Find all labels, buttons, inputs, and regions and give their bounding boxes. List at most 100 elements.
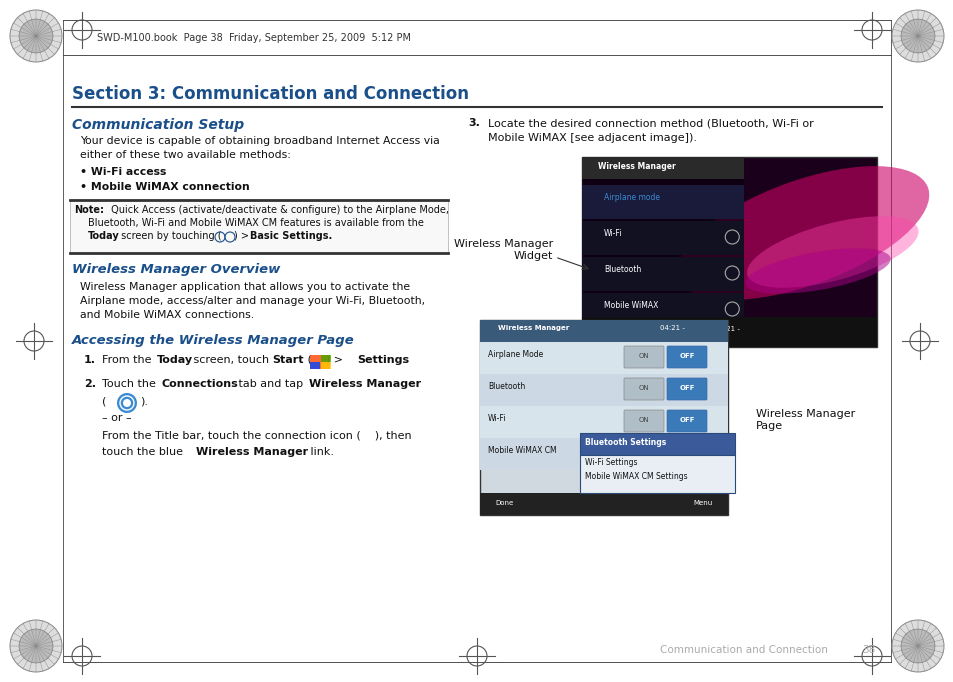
FancyBboxPatch shape [310, 362, 319, 369]
Text: Done: Done [496, 500, 514, 506]
Text: Wi-Fi: Wi-Fi [603, 229, 622, 238]
Text: • Mobile WiMAX connection: • Mobile WiMAX connection [80, 182, 250, 192]
FancyBboxPatch shape [320, 355, 331, 362]
Text: Mobile WiMAX CM Settings: Mobile WiMAX CM Settings [584, 472, 687, 481]
Text: (    ) >: ( ) > [304, 355, 346, 365]
Text: Section 3: Communication and Connection: Section 3: Communication and Connection [71, 85, 469, 103]
Text: 38: 38 [861, 645, 874, 655]
Text: either of these two available methods:: either of these two available methods: [80, 150, 291, 160]
Text: link.: link. [307, 447, 334, 457]
FancyBboxPatch shape [479, 374, 727, 406]
Text: From the Title bar, touch the connection icon (    ), then: From the Title bar, touch the connection… [102, 430, 411, 440]
Text: From the: From the [102, 355, 154, 365]
FancyBboxPatch shape [479, 406, 727, 438]
FancyBboxPatch shape [581, 221, 743, 255]
FancyBboxPatch shape [623, 378, 663, 400]
Text: ON: ON [638, 385, 649, 391]
Text: OFF: OFF [679, 385, 694, 391]
Circle shape [10, 10, 62, 62]
Ellipse shape [744, 248, 890, 294]
Text: Settings: Settings [356, 355, 409, 365]
Circle shape [891, 620, 943, 672]
Text: and Mobile WiMAX connections.: and Mobile WiMAX connections. [80, 310, 253, 320]
Text: 2.: 2. [84, 379, 96, 389]
Text: Bluetooth: Bluetooth [488, 382, 525, 391]
Text: (: ( [102, 396, 107, 406]
Text: Airplane mode, access/alter and manage your Wi-Fi, Bluetooth,: Airplane mode, access/alter and manage y… [80, 296, 425, 306]
FancyBboxPatch shape [479, 320, 727, 515]
FancyBboxPatch shape [623, 410, 663, 432]
Text: Wireless Manager
Page: Wireless Manager Page [755, 409, 854, 431]
Text: Locate the desired connection method (Bluetooth, Wi-Fi or: Locate the desired connection method (Bl… [488, 118, 813, 128]
Text: Connections: Connections [162, 379, 238, 389]
Text: Bluetooth: Bluetooth [603, 265, 640, 274]
Text: Airplane mode: Airplane mode [603, 193, 659, 202]
FancyBboxPatch shape [666, 410, 706, 432]
FancyBboxPatch shape [666, 346, 706, 368]
FancyBboxPatch shape [310, 355, 330, 369]
Text: Accessing the Wireless Manager Page: Accessing the Wireless Manager Page [71, 334, 355, 347]
Text: 3.: 3. [468, 118, 479, 128]
Circle shape [901, 19, 934, 53]
FancyBboxPatch shape [623, 346, 663, 368]
Text: OFF: OFF [679, 417, 694, 423]
Text: ON: ON [638, 353, 649, 359]
FancyBboxPatch shape [479, 493, 727, 515]
Circle shape [19, 629, 52, 663]
FancyBboxPatch shape [579, 455, 734, 493]
FancyBboxPatch shape [581, 185, 743, 219]
FancyBboxPatch shape [479, 320, 727, 342]
Text: 04:21 -: 04:21 - [659, 325, 684, 331]
Text: Wireless Manager application that allows you to activate the: Wireless Manager application that allows… [80, 282, 410, 292]
Circle shape [10, 620, 62, 672]
Circle shape [19, 19, 52, 53]
FancyBboxPatch shape [581, 157, 876, 347]
FancyBboxPatch shape [581, 157, 743, 347]
FancyBboxPatch shape [320, 362, 331, 369]
Text: screen by touching (: screen by touching ( [118, 231, 221, 241]
Text: Wireless Manager: Wireless Manager [497, 325, 569, 331]
FancyBboxPatch shape [70, 200, 448, 253]
Text: Basic Settings.: Basic Settings. [250, 231, 332, 241]
Text: Start: Start [272, 355, 303, 365]
Text: OFF: OFF [679, 353, 694, 359]
Text: Mobile WiMAX: Mobile WiMAX [603, 301, 658, 310]
Text: Airplane Mode: Airplane Mode [488, 350, 542, 359]
FancyBboxPatch shape [581, 157, 743, 179]
Text: Today: Today [157, 355, 193, 365]
FancyBboxPatch shape [581, 257, 743, 291]
Circle shape [901, 629, 934, 663]
FancyBboxPatch shape [581, 317, 876, 347]
Circle shape [120, 396, 133, 410]
FancyBboxPatch shape [479, 438, 727, 470]
Ellipse shape [746, 216, 918, 288]
Text: Quick Access (activate/deactivate & configure) to the Airplane Mode,: Quick Access (activate/deactivate & conf… [108, 205, 449, 215]
Text: Wireless Manager: Wireless Manager [309, 379, 420, 389]
Text: Today: Today [88, 231, 120, 241]
Text: Note:: Note: [74, 205, 104, 215]
Text: screen, touch: screen, touch [190, 355, 273, 365]
Text: Wireless Manager
Widget: Wireless Manager Widget [454, 239, 553, 261]
Text: 1.: 1. [84, 355, 96, 365]
FancyBboxPatch shape [581, 293, 743, 327]
Text: Wi-Fi: Wi-Fi [488, 414, 506, 423]
Ellipse shape [677, 166, 928, 300]
Circle shape [117, 393, 137, 413]
Text: Communication and Connection: Communication and Connection [659, 645, 827, 655]
Circle shape [123, 399, 131, 407]
Text: Bluetooth Settings: Bluetooth Settings [584, 438, 665, 447]
FancyBboxPatch shape [479, 342, 727, 374]
Text: Communication Setup: Communication Setup [71, 118, 244, 132]
Text: • Wi-Fi access: • Wi-Fi access [80, 167, 166, 177]
Circle shape [891, 10, 943, 62]
Text: Mobile WiMAX [see adjacent image]).: Mobile WiMAX [see adjacent image]). [488, 133, 697, 143]
Text: tab and tap: tab and tap [234, 379, 306, 389]
Text: ) >: ) > [233, 231, 252, 241]
Text: SWD-M100.book  Page 38  Friday, September 25, 2009  5:12 PM: SWD-M100.book Page 38 Friday, September … [97, 33, 411, 43]
Text: .: . [401, 355, 405, 365]
Text: Wireless Manager Overview: Wireless Manager Overview [71, 263, 280, 276]
FancyBboxPatch shape [666, 378, 706, 400]
Text: touch the blue: touch the blue [102, 447, 186, 457]
Text: 04:21 -: 04:21 - [714, 326, 739, 332]
Text: Mobile WiMAX CM: Mobile WiMAX CM [488, 446, 556, 455]
